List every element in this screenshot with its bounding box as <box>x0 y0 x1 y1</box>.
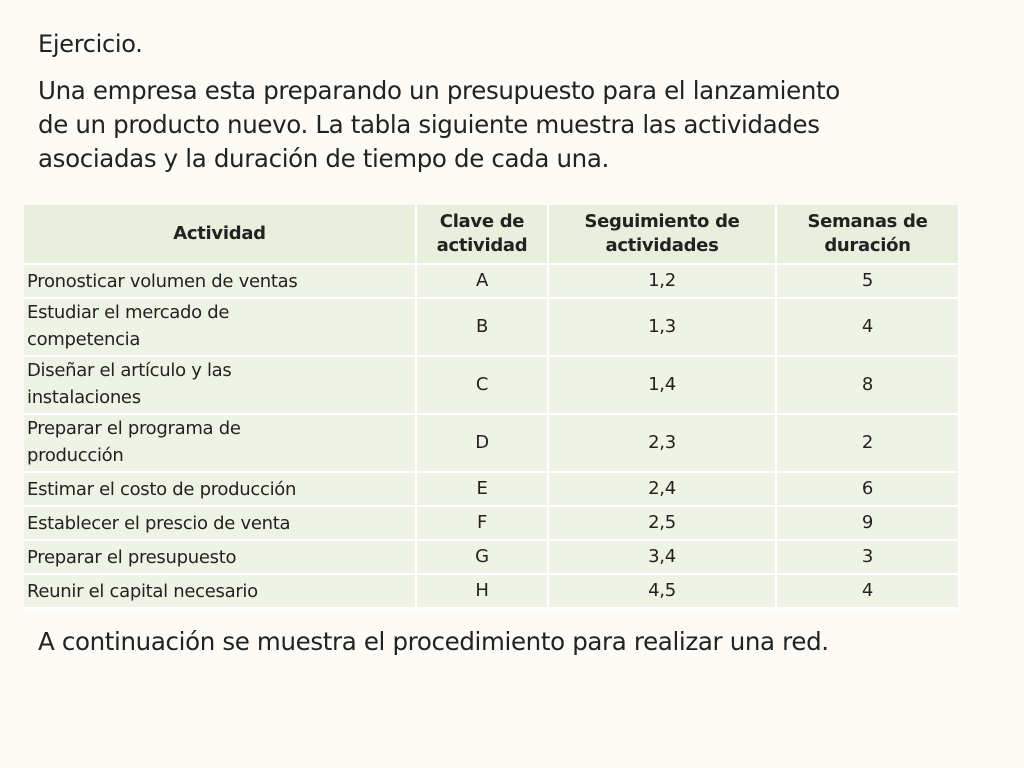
outro-paragraph: A continuación se muestra el procedimien… <box>38 627 829 656</box>
cell-semanas: 5 <box>777 265 960 299</box>
header-clave: Clave de actividad <box>417 205 549 265</box>
cell-clave: H <box>417 575 549 609</box>
cell-semanas: 8 <box>777 357 960 415</box>
cell-actividad-line: instalaciones <box>27 387 141 408</box>
cell-seguimiento: 1,2 <box>549 265 777 299</box>
cell-clave: F <box>417 507 549 541</box>
cell-actividad: Preparar el presupuesto <box>24 541 417 575</box>
cell-seguimiento: 2,3 <box>549 415 777 473</box>
cell-seguimiento: 4,5 <box>549 575 777 609</box>
cell-clave: B <box>417 299 549 357</box>
cell-actividad-line: Preparar el programa de <box>27 418 241 439</box>
cell-actividad-line: Estudiar el mercado de <box>27 302 230 323</box>
cell-semanas: 9 <box>777 507 960 541</box>
cell-seguimiento: 1,3 <box>549 299 777 357</box>
header-seguimiento-line: actividades <box>605 235 719 256</box>
cell-actividad-line: producción <box>27 445 124 466</box>
cell-actividad: Preparar el programa de producción <box>24 415 417 473</box>
header-seguimiento-line: Seguimiento de <box>584 211 740 232</box>
cell-semanas: 4 <box>777 575 960 609</box>
cell-semanas: 2 <box>777 415 960 473</box>
header-semanas-line: duración <box>824 235 911 256</box>
table-row: Establecer el prescio de venta F 2,5 9 <box>24 507 960 541</box>
cell-seguimiento: 1,4 <box>549 357 777 415</box>
cell-actividad-line: Diseñar el artículo y las <box>27 360 232 381</box>
intro-line: Una empresa esta preparando un presupues… <box>38 76 840 105</box>
cell-seguimiento: 2,5 <box>549 507 777 541</box>
cell-actividad: Establecer el prescio de venta <box>24 507 417 541</box>
exercise-heading: Ejercicio. <box>38 30 143 58</box>
cell-semanas: 4 <box>777 299 960 357</box>
table-row: Pronosticar volumen de ventas A 1,2 5 <box>24 265 960 299</box>
cell-actividad-line: competencia <box>27 329 141 350</box>
header-actividad: Actividad <box>24 205 417 265</box>
cell-actividad: Estimar el costo de producción <box>24 473 417 507</box>
cell-clave: D <box>417 415 549 473</box>
cell-clave: E <box>417 473 549 507</box>
cell-actividad: Pronosticar volumen de ventas <box>24 265 417 299</box>
header-clave-line: actividad <box>436 235 528 256</box>
intro-line: de un producto nuevo. La tabla siguiente… <box>38 110 820 139</box>
table-row: Reunir el capital necesario H 4,5 4 <box>24 575 960 609</box>
cell-seguimiento: 2,4 <box>549 473 777 507</box>
header-seguimiento: Seguimiento de actividades <box>549 205 777 265</box>
cell-actividad: Diseñar el artículo y las instalaciones <box>24 357 417 415</box>
cell-clave: A <box>417 265 549 299</box>
cell-actividad: Estudiar el mercado de competencia <box>24 299 417 357</box>
cell-clave: C <box>417 357 549 415</box>
intro-paragraph: Una empresa esta preparando un presupues… <box>38 74 998 176</box>
header-semanas-line: Semanas de <box>807 211 928 232</box>
intro-line: asociadas y la duración de tiempo de cad… <box>38 144 609 173</box>
cell-clave: G <box>417 541 549 575</box>
cell-semanas: 3 <box>777 541 960 575</box>
table-row: Estimar el costo de producción E 2,4 6 <box>24 473 960 507</box>
header-semanas: Semanas de duración <box>777 205 960 265</box>
cell-seguimiento: 3,4 <box>549 541 777 575</box>
table-header-row: Actividad Clave de actividad Seguimiento… <box>24 205 960 265</box>
table-row: Estudiar el mercado de competencia B 1,3… <box>24 299 960 357</box>
activities-table: Actividad Clave de actividad Seguimiento… <box>24 205 960 609</box>
header-clave-line: Clave de <box>439 211 525 232</box>
cell-semanas: 6 <box>777 473 960 507</box>
cell-actividad: Reunir el capital necesario <box>24 575 417 609</box>
table-row: Preparar el programa de producción D 2,3… <box>24 415 960 473</box>
table-row: Diseñar el artículo y las instalaciones … <box>24 357 960 415</box>
table-row: Preparar el presupuesto G 3,4 3 <box>24 541 960 575</box>
